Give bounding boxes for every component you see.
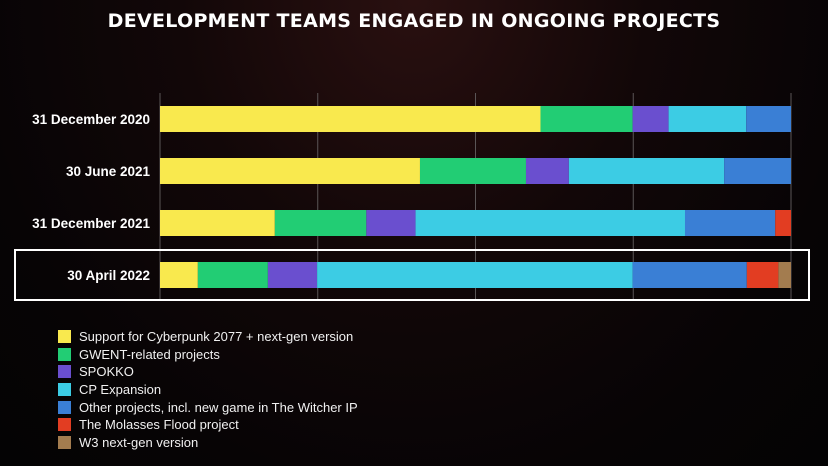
bar-segment (160, 210, 275, 236)
chart-legend: Support for Cyberpunk 2077 + next-gen ve… (58, 328, 358, 451)
legend-swatch (58, 400, 71, 414)
bar-segment (724, 158, 791, 184)
legend-item: The Molasses Flood project (58, 416, 358, 434)
category-label: 31 December 2020 (32, 112, 150, 127)
category-label: 31 December 2021 (32, 216, 150, 231)
bar-segment (632, 106, 669, 132)
bar-segment (317, 262, 633, 288)
bar-segment (197, 262, 268, 288)
chart-title: DEVELOPMENT TEAMS ENGAGED IN ONGOING PRO… (107, 10, 721, 32)
legend-item: W3 next-gen version (58, 434, 358, 452)
legend-swatch (58, 365, 71, 379)
legend-swatch (58, 347, 71, 361)
category-label: 30 April 2022 (67, 268, 150, 283)
legend-item: GWENT-related projects (58, 346, 358, 364)
bar-segment (540, 106, 633, 132)
legend-swatch (58, 435, 71, 449)
bar-segment (419, 158, 526, 184)
bar-segment (160, 158, 420, 184)
bar-segment (415, 210, 685, 236)
legend-swatch (58, 418, 71, 432)
bar-segment (746, 106, 791, 132)
bar-segment (775, 210, 791, 236)
bar-segment (684, 210, 776, 236)
bar-segment (267, 262, 318, 288)
legend-label: CP Expansion (79, 382, 162, 398)
legend-label: W3 next-gen version (79, 434, 199, 450)
highlight-frame (14, 249, 810, 301)
bar-segment (778, 262, 791, 288)
legend-item: Support for Cyberpunk 2077 + next-gen ve… (58, 328, 358, 346)
bar-segment (160, 262, 198, 288)
legend-swatch (58, 383, 71, 397)
bar-segment (366, 210, 416, 236)
bar-segment (525, 158, 569, 184)
category-label: 30 June 2021 (66, 164, 151, 179)
bar-segment (274, 210, 367, 236)
legend-label: GWENT-related projects (79, 346, 220, 362)
legend-item: Other projects, incl. new game in The Wi… (58, 398, 358, 416)
legend-item: CP Expansion (58, 381, 358, 399)
legend-swatch (58, 330, 71, 344)
legend-label: Other projects, incl. new game in The Wi… (79, 399, 358, 415)
bar-segment (160, 106, 541, 132)
bar-segment (668, 106, 747, 132)
bar-segment (632, 262, 747, 288)
legend-item: SPOKKO (58, 363, 358, 381)
legend-label: SPOKKO (79, 364, 134, 380)
legend-label: The Molasses Flood project (79, 417, 239, 433)
legend-label: Support for Cyberpunk 2077 + next-gen ve… (79, 329, 354, 345)
bar-segment (746, 262, 779, 288)
bar-segment (568, 158, 725, 184)
